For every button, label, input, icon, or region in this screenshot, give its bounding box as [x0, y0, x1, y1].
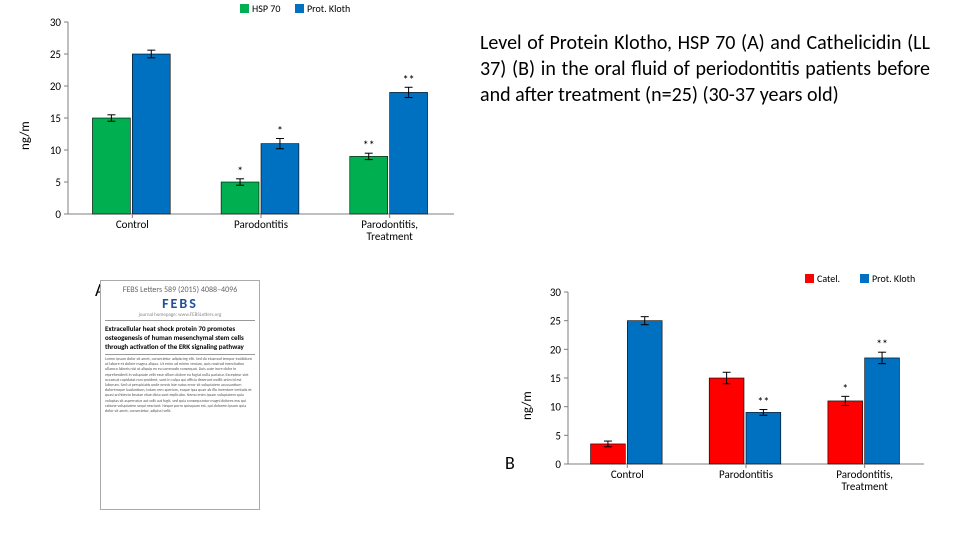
paper-homepage: journal homepage: www.FEBSLetters.org [105, 312, 255, 318]
svg-text:Control: Control [611, 468, 644, 481]
paper-body: Lorem ipsum dolor sit amet, consectetur … [105, 357, 255, 414]
svg-text:**: ** [757, 396, 769, 410]
svg-text:Treatment: Treatment [842, 480, 889, 493]
svg-text:*: * [277, 124, 283, 138]
svg-text:20: 20 [50, 80, 62, 93]
svg-text:*: * [237, 165, 243, 179]
svg-text:Parodontitis: Parodontitis [234, 218, 288, 231]
chart-b-yaxis-label: ng/m [520, 391, 535, 420]
svg-text:Prot. Kloth: Prot. Kloth [872, 272, 915, 285]
svg-text:Treatment: Treatment [367, 230, 414, 243]
svg-text:25: 25 [550, 315, 561, 328]
svg-text:*: * [842, 382, 848, 396]
svg-text:**: ** [363, 139, 375, 153]
svg-text:**: ** [876, 338, 888, 352]
svg-text:5: 5 [555, 429, 561, 442]
svg-text:20: 20 [550, 343, 562, 356]
panel-b-label: B [505, 452, 515, 474]
svg-text:0: 0 [555, 458, 561, 471]
svg-text:HSP 70: HSP 70 [252, 2, 280, 15]
paper-logo: FEBS [105, 295, 255, 312]
svg-text:Parodontitis: Parodontitis [719, 468, 773, 481]
figure-title: Level of Protein Klotho, HSP 70 (A) and … [480, 30, 930, 108]
svg-text:5: 5 [55, 176, 61, 189]
svg-text:30: 30 [50, 16, 62, 29]
paper-journal: FEBS Letters 589 (2015) 4088–4096 [105, 285, 255, 295]
svg-text:10: 10 [550, 401, 562, 414]
svg-text:0: 0 [55, 208, 61, 221]
chart-b: 051015202530Control**Parodontitis***Paro… [530, 270, 930, 500]
paper-title: Extracellular heat shock protein 70 prom… [105, 324, 255, 351]
chart-a: 051015202530Control**Parodontitis****Par… [30, 0, 460, 250]
svg-text:25: 25 [50, 48, 61, 61]
svg-text:Prot. Kloth: Prot. Kloth [307, 2, 350, 15]
chart-a-yaxis-label: ng/m [18, 121, 33, 150]
svg-text:15: 15 [550, 372, 561, 385]
svg-text:Catel.: Catel. [817, 272, 840, 285]
svg-text:Control: Control [116, 218, 149, 231]
svg-text:10: 10 [50, 144, 62, 157]
svg-text:**: ** [403, 73, 415, 87]
svg-text:30: 30 [550, 286, 562, 299]
svg-text:15: 15 [50, 112, 61, 125]
paper-thumbnail: FEBS Letters 589 (2015) 4088–4096 FEBS j… [100, 280, 260, 510]
